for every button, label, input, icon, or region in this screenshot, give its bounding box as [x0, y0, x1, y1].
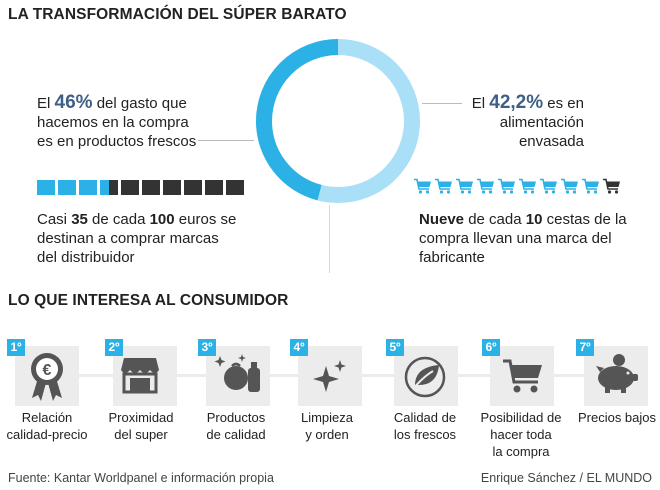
rank-badge: 3º — [198, 339, 216, 356]
right-stat: El 42,2% es en alimentación envasada — [471, 92, 584, 150]
main-title: LA TRANSFORMACIÓN DEL SÚPER BARATO — [8, 6, 347, 23]
divider-line — [329, 205, 330, 273]
step-label: Proximidad del super — [108, 410, 174, 442]
rank-badge: 4º — [290, 339, 308, 356]
brand-square — [226, 180, 244, 195]
brand-square — [142, 180, 160, 195]
rosette-euro-icon: € — [31, 353, 63, 401]
brand-square — [79, 180, 97, 195]
cart-distributor-icon — [603, 178, 621, 195]
grocery-products-icon — [214, 354, 260, 392]
rank-badge: 2º — [105, 339, 123, 356]
step-label: Relación calidad-precio — [6, 410, 88, 442]
step-label: Productos de calidad — [206, 410, 266, 442]
left-stat: El 46% del gasto que hacemos en la compr… — [37, 92, 197, 150]
svg-text:€: € — [43, 362, 52, 379]
footer-source: Fuente: Kantar Worldpanel e información … — [8, 471, 274, 485]
cart-brand-icon — [414, 178, 432, 195]
brand-square — [121, 180, 139, 195]
brand-square — [100, 180, 118, 195]
cart-brand-icon — [582, 178, 600, 195]
piggy-bank-icon — [596, 354, 638, 393]
step-label: Posibilidad de hacer toda la compra — [480, 410, 562, 459]
brand-square — [163, 180, 181, 195]
rank-badge: 6º — [482, 339, 500, 356]
right-stat-value: 42,2% — [489, 92, 544, 113]
sparkle-icon — [313, 360, 346, 392]
step-label: Limpieza y orden — [300, 410, 354, 442]
cart-brand-icon — [540, 178, 558, 195]
cart-brand-icon — [561, 178, 579, 195]
shopping-cart-icon — [503, 359, 542, 393]
right-caption: Nueve de cada 10 cestas de la compra lle… — [419, 211, 627, 266]
store-icon — [121, 358, 159, 394]
brand-squares — [37, 180, 247, 195]
rank-badge: 1º — [7, 339, 25, 356]
step-label: Calidad de los frescos — [393, 410, 457, 442]
left-caption: Casi 35 de cada 100 euros se destinan a … — [37, 211, 237, 266]
left-stat-value: 46% — [54, 92, 93, 113]
icon-background — [298, 346, 362, 406]
donut-chart — [256, 39, 420, 203]
step-label: Precios bajos — [577, 410, 657, 425]
section-title-consumer: LO QUE INTERESA AL CONSUMIDOR — [8, 292, 289, 309]
carts-row — [414, 178, 626, 195]
leaf-icon — [404, 356, 446, 398]
footer-credit: Enrique Sánchez / EL MUNDO — [480, 471, 652, 485]
brand-square — [184, 180, 202, 195]
cart-brand-icon — [519, 178, 537, 195]
cart-brand-icon — [456, 178, 474, 195]
cart-brand-icon — [477, 178, 495, 195]
rank-badge: 5º — [386, 339, 404, 356]
brand-square — [58, 180, 76, 195]
brand-square — [37, 180, 55, 195]
cart-brand-icon — [435, 178, 453, 195]
cart-brand-icon — [498, 178, 516, 195]
rank-badge: 7º — [576, 339, 594, 356]
donut-frescos-segment — [256, 39, 420, 203]
right-leader-line — [422, 103, 462, 104]
left-leader-line — [198, 140, 254, 141]
brand-square — [205, 180, 223, 195]
